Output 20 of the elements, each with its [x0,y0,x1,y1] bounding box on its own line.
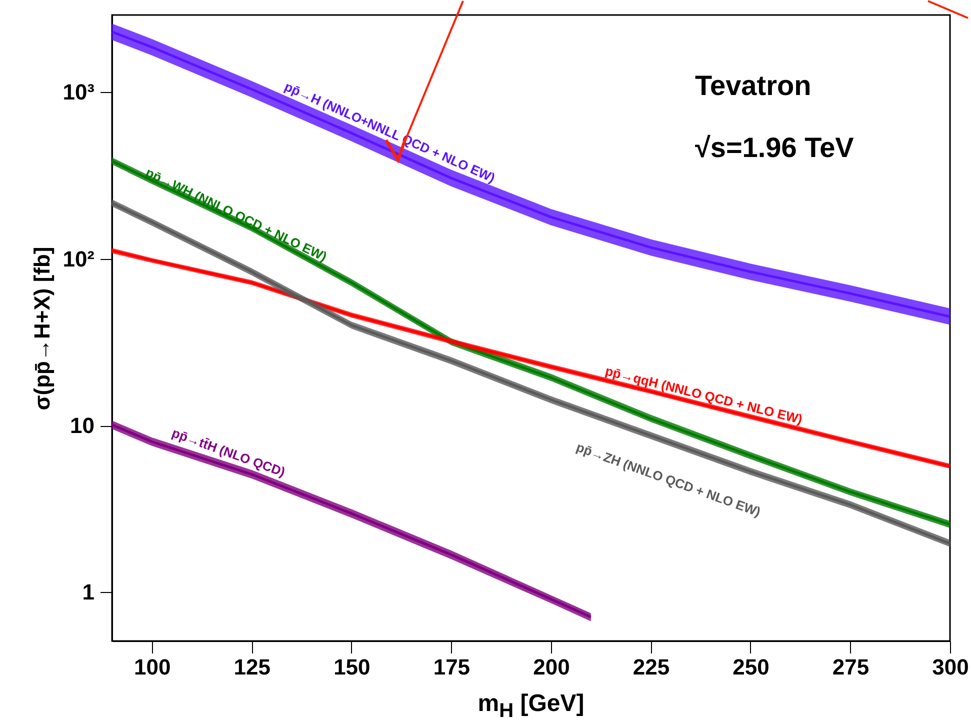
text: pp̄→ZH (NNLO QCD + NLO EW) [574,439,763,520]
x-tick-label: 175 [433,654,470,680]
x-tick-label: 225 [632,654,670,680]
x-tick-label: 300 [932,654,969,680]
x-axis-title: m$_{H}$ [GeV] [476,690,586,723]
y-tick-label: 1 [82,580,94,605]
text: pp̄→qqH (NNLO QCD + NLO EW) [604,363,804,427]
x-tick-label: 250 [732,654,770,680]
x-tick-label: 125 [234,654,271,680]
text: pp̄→tt̄H (NLO QCD) [170,425,288,480]
x-tick-label: 275 [832,654,870,680]
x-tick-label: 200 [533,654,570,680]
x-tick-label: 100 [134,654,171,680]
x-tick-label: 150 [334,654,370,680]
y-tick-label: 10 [70,413,94,438]
annotation: √s=1.96 TeV [695,132,854,164]
y-tick-label: 10³ [62,80,94,105]
annotation: Tevatron [695,70,812,102]
y-tick-label: 10² [62,246,94,272]
y-axis-title: σ(pp̄→H+X) [fb] [30,246,55,410]
